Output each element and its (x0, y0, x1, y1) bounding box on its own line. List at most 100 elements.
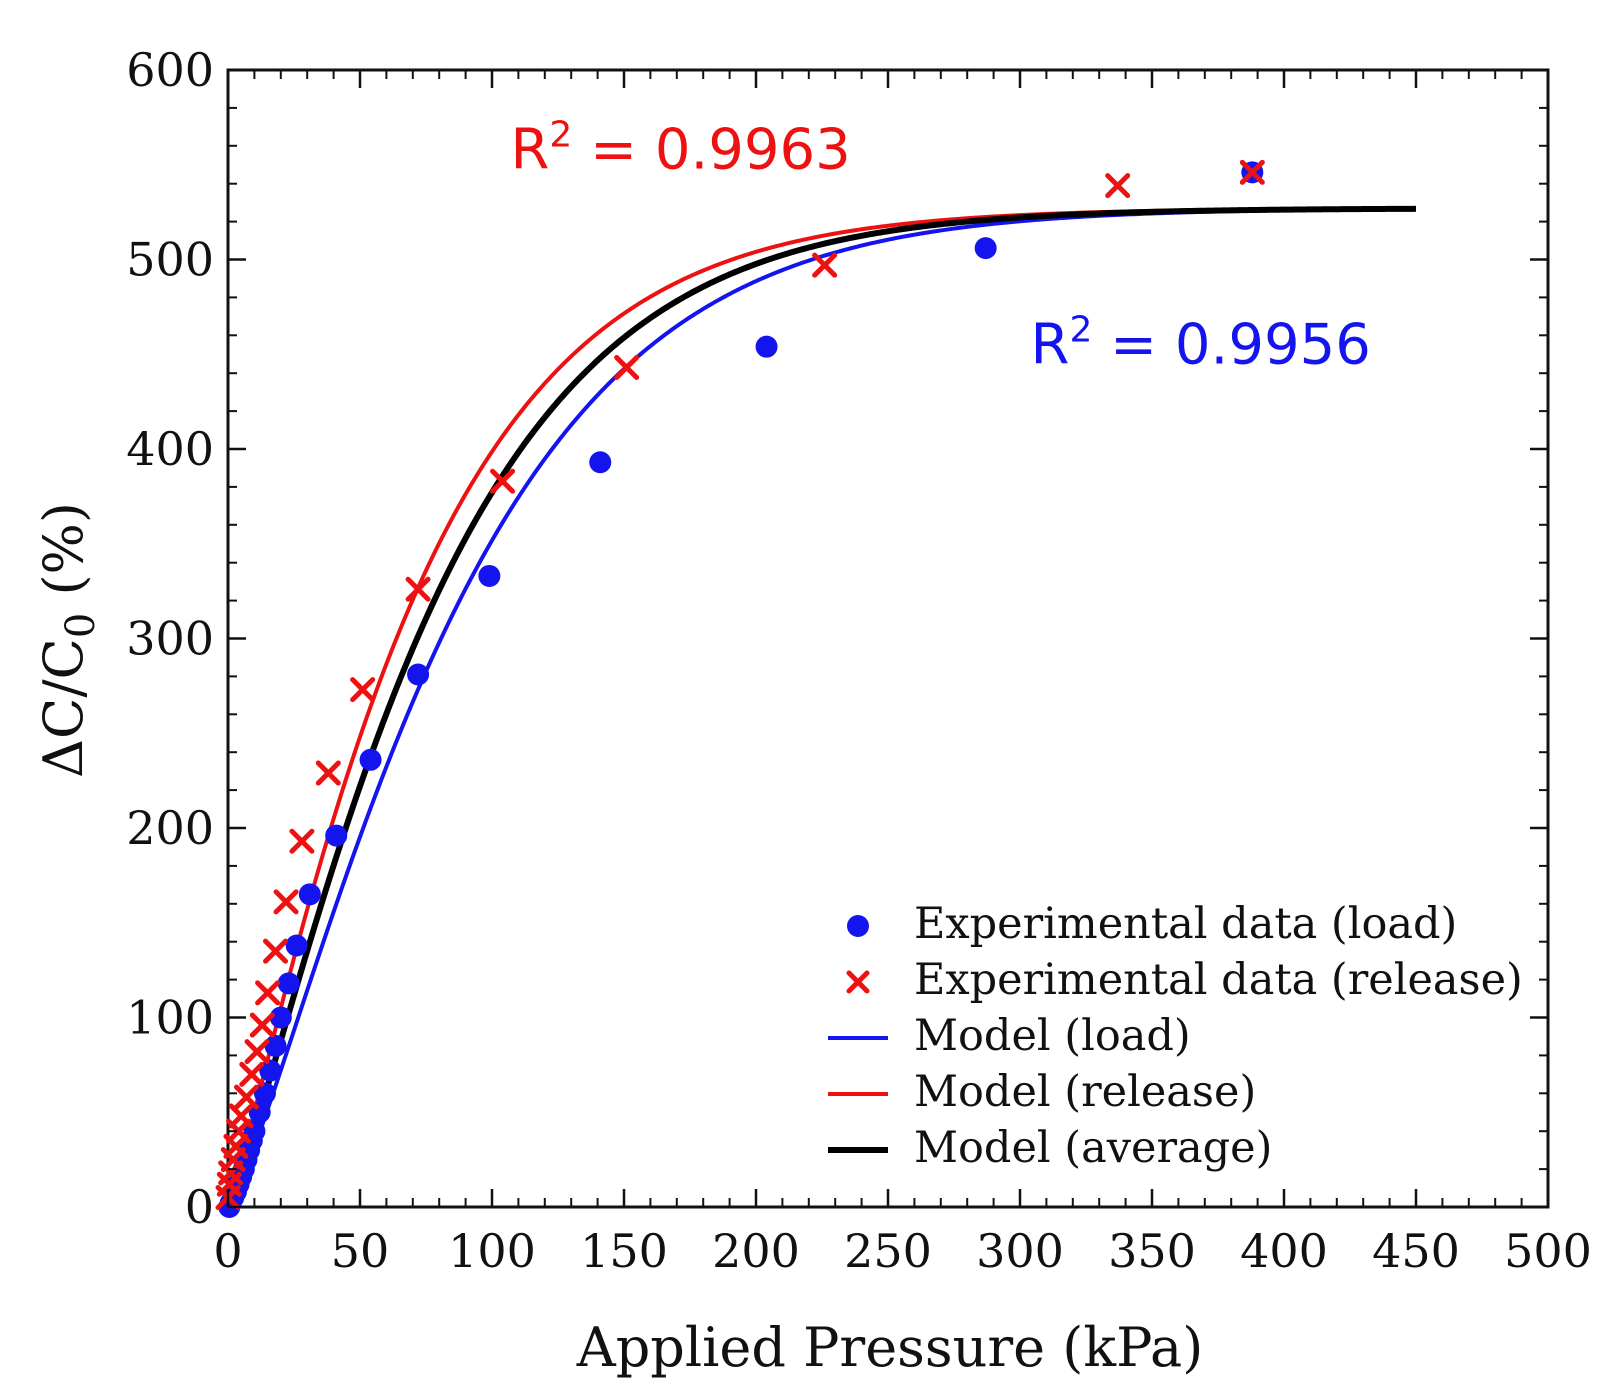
model-average-curve (225, 205, 1417, 1209)
release-point-stroke (490, 468, 516, 494)
release-point-stroke (249, 1012, 275, 1038)
x-tick-label: 250 (844, 1224, 932, 1278)
x-tick-label: 50 (331, 1224, 390, 1278)
load-data-point (407, 663, 430, 686)
load-data-point (259, 1059, 282, 1082)
r2-release-base: R (510, 118, 549, 183)
release-data-point (614, 355, 640, 381)
x-tick-label: 450 (1372, 1224, 1460, 1278)
x-tick-label: 0 (213, 1224, 242, 1278)
release-data-point (273, 889, 299, 915)
release-data-point (1105, 173, 1131, 199)
load-data-point (269, 1006, 292, 1029)
legend-label: Experimental data (load) (914, 899, 1457, 949)
load-data-point (264, 1034, 287, 1057)
release-data-point (239, 1061, 265, 1087)
release-point-stroke (228, 1103, 254, 1129)
data-markers (215, 159, 1265, 1218)
legend-label: Model (release) (914, 1067, 1256, 1117)
legend: Experimental data (load) Experimental dat… (828, 899, 1523, 1173)
y-axis-title: ΔC/C0 (%) (32, 502, 104, 778)
y-axis-title-suffix: (%) (32, 502, 95, 613)
y-tick-label: 200 (126, 801, 214, 855)
legend-item: Experimental data (load) (847, 899, 1457, 949)
tick-labels: 0 50 100 150 200 250 300 350 400 450 500 0 100 200 300… (126, 43, 1592, 1278)
load-data-point (285, 934, 308, 957)
x-tick-label: 500 (1504, 1224, 1592, 1278)
y-tick-label: 0 (185, 1180, 214, 1234)
axis-ticks (226, 68, 1550, 1209)
x-tick-label: 200 (712, 1224, 800, 1278)
r2-load-base: R (1031, 313, 1070, 378)
release-point-stroke (273, 889, 299, 915)
x-tick-label: 300 (976, 1224, 1064, 1278)
release-data-point (490, 468, 516, 494)
y-tick-label: 400 (126, 422, 214, 476)
load-data-point (359, 748, 382, 771)
load-data-point (974, 237, 997, 260)
release-point-stroke (315, 760, 341, 786)
release-data-point (263, 938, 289, 964)
release-data-point (350, 677, 376, 703)
r2-load-label: R2 = 0.9956 (1031, 310, 1371, 378)
release-data-point (255, 980, 281, 1006)
release-data-point (249, 1012, 275, 1038)
release-data-point (244, 1039, 270, 1065)
r2-release-label: R2 = 0.9963 (510, 115, 850, 183)
legend-label: Model (average) (914, 1123, 1272, 1173)
r2-load-value: = 0.9956 (1092, 313, 1370, 378)
load-data-point (478, 564, 501, 587)
release-point-stroke (255, 980, 281, 1006)
release-data-point (405, 576, 431, 602)
release-point-stroke (614, 355, 640, 381)
load-data-point (589, 451, 612, 474)
release-data-point (315, 760, 341, 786)
legend-x-marker (846, 970, 870, 994)
y-axis-title-sub: 0 (58, 613, 104, 638)
legend-label: Experimental data (release) (914, 955, 1523, 1005)
release-point-stroke (289, 828, 315, 854)
x-tick-label: 350 (1108, 1224, 1196, 1278)
x-tick-label: 400 (1240, 1224, 1328, 1278)
x-axis-title: Applied Pressure (kPa) (576, 1316, 1204, 1379)
y-axis-title-main: ΔC/C (32, 638, 95, 778)
r2-release-value: = 0.9963 (572, 118, 850, 183)
load-data-point (325, 824, 348, 847)
r2-release-superscript: 2 (549, 115, 572, 156)
x-tick-label: 150 (580, 1224, 668, 1278)
r2-load-superscript: 2 (1069, 310, 1092, 351)
x-tick-label: 100 (448, 1224, 536, 1278)
load-data-point (298, 883, 321, 906)
release-data-point (289, 828, 315, 854)
release-point-stroke (244, 1039, 270, 1065)
legend-item: Model (release) (828, 1067, 1256, 1117)
release-data-point (1239, 159, 1265, 185)
load-data-point (253, 1082, 276, 1105)
legend-circle-marker (847, 915, 869, 937)
load-data-point (755, 335, 778, 358)
release-point-stroke (405, 576, 431, 602)
release-point-stroke (239, 1061, 265, 1087)
release-data-point (812, 252, 838, 278)
y-tick-label: 300 (126, 612, 214, 666)
release-point-stroke (350, 677, 376, 703)
release-data-point (233, 1084, 259, 1110)
y-tick-label: 500 (126, 233, 214, 287)
release-point-stroke (812, 252, 838, 278)
legend-item: Experimental data (release) (846, 955, 1523, 1005)
release-point-stroke (1239, 159, 1265, 185)
legend-item: Model (load) (828, 1011, 1191, 1061)
release-point-stroke (233, 1084, 259, 1110)
legend-label: Model (load) (914, 1011, 1191, 1061)
release-point-stroke (1105, 173, 1131, 199)
release-point-stroke (263, 938, 289, 964)
y-tick-label: 100 (126, 991, 214, 1045)
y-tick-label: 600 (126, 43, 214, 97)
release-point-stroke (223, 1133, 249, 1159)
release-point-stroke (226, 1118, 252, 1144)
load-data-point (277, 972, 300, 995)
legend-item: Model (average) (828, 1123, 1272, 1173)
release-data-point (228, 1103, 254, 1129)
